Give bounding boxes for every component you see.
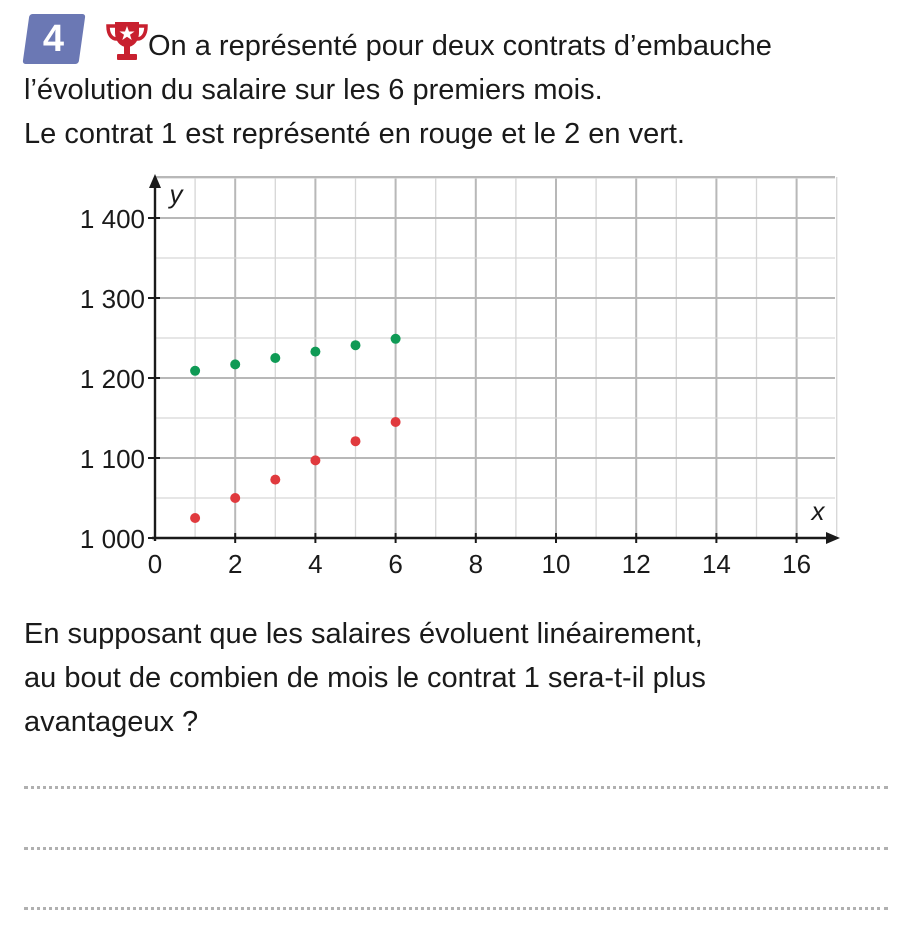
y-axis-label: y: [168, 179, 185, 209]
x-tick-label: 2: [228, 549, 242, 579]
y-tick-label: 1 000: [80, 524, 145, 554]
x-tick-label: 0: [148, 549, 162, 579]
contract-1-point: [230, 493, 241, 503]
y-tick-label: 1 100: [80, 444, 145, 474]
contract-2-point: [350, 340, 361, 351]
x-tick-label: 12: [622, 549, 651, 579]
contract-1-point: [190, 513, 201, 523]
contract-2-point: [230, 359, 241, 370]
y-tick-label: 1 300: [80, 284, 145, 314]
x-axis-arrow: [826, 532, 840, 544]
intro-line: On a représenté pour deux contrats d’emb…: [148, 30, 772, 62]
intro-line: Le contrat 1 est représenté en rouge et …: [24, 118, 685, 150]
contract-1-point: [390, 417, 401, 427]
contract-2-point: [190, 365, 201, 376]
x-tick-label: 8: [469, 549, 483, 579]
y-tick-label: 1 400: [80, 204, 145, 234]
trophy-icon: [106, 22, 148, 60]
x-axis-label: x: [810, 496, 826, 526]
contract-2-point: [390, 333, 401, 344]
intro-line: l’évolution du salaire sur les 6 premier…: [24, 74, 603, 106]
exercise-intro: On a représenté pour deux contrats d’emb…: [24, 24, 772, 156]
question-line: avantageux ?: [24, 706, 199, 738]
x-tick-label: 6: [388, 549, 402, 579]
exercise-question: En supposant que les salaires évoluent l…: [24, 612, 706, 744]
x-tick-label: 16: [782, 549, 811, 579]
answer-line[interactable]: [24, 847, 888, 850]
question-line: En supposant que les salaires évoluent l…: [24, 618, 703, 650]
answer-line[interactable]: [24, 786, 888, 789]
answer-line[interactable]: [24, 907, 888, 910]
contract-1-point: [270, 474, 281, 485]
y-tick-label: 1 200: [80, 364, 145, 394]
contract-2-point: [310, 346, 321, 357]
contract-1-point: [310, 455, 321, 466]
question-line: au bout de combien de mois le contrat 1 …: [24, 662, 706, 694]
y-axis-arrow: [149, 174, 161, 188]
salary-scatter-chart: x y 0 2 4 6 8 10 12 14 16 1 000 1 100 1 200 1 300 1 400: [80, 174, 840, 579]
contract-2-point: [270, 353, 281, 363]
x-tick-label: 14: [702, 549, 731, 579]
x-tick-label: 10: [542, 549, 571, 579]
x-tick-label: 4: [308, 549, 322, 579]
contract-1-point: [350, 436, 361, 447]
